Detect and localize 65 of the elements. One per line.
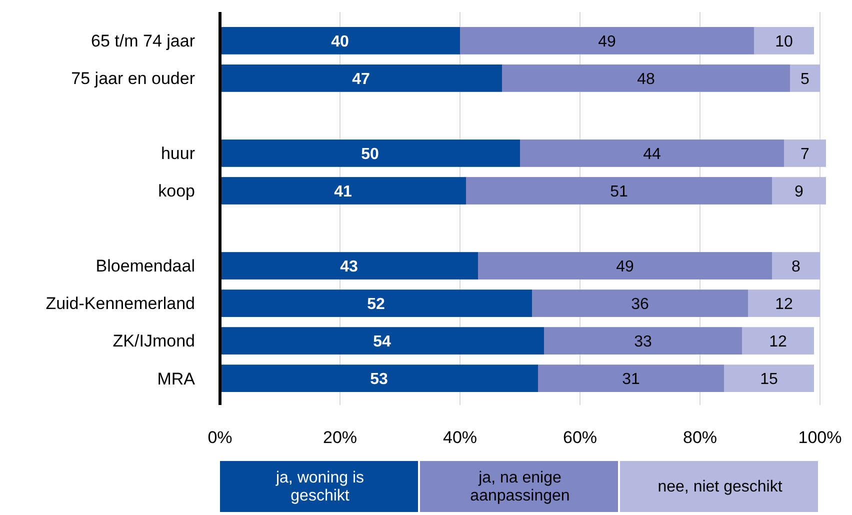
- data-label: 53: [370, 370, 388, 388]
- bar: [742, 327, 814, 354]
- y-tick-label: 65 t/m 74 jaar: [91, 32, 196, 51]
- data-label: 10: [775, 33, 793, 50]
- data-label: 8: [792, 258, 801, 276]
- data-label: 40: [331, 33, 349, 50]
- text: ja, woning is geschikt: [274, 470, 364, 505]
- y-tick-label: Bloemendaal: [96, 256, 195, 276]
- bar: [748, 290, 820, 317]
- data-label: 51: [610, 183, 628, 200]
- data-label: 31: [622, 370, 640, 388]
- bar: [520, 140, 784, 167]
- data-label: 7: [800, 146, 810, 163]
- x-tick-label: 80%: [682, 428, 718, 447]
- bar: [790, 64, 820, 92]
- bar: [466, 177, 772, 204]
- bar: [220, 290, 532, 317]
- bar: [772, 252, 820, 280]
- bar: [754, 27, 814, 54]
- text: ja, na enige aanpassingen: [470, 470, 570, 505]
- bar: [220, 364, 538, 392]
- x-tick-label: 100%: [798, 428, 842, 447]
- bar: [460, 27, 754, 54]
- data-label: 9: [794, 183, 804, 200]
- bar: [502, 64, 790, 92]
- bar: [220, 27, 460, 54]
- bar: [220, 177, 466, 204]
- data-label: 49: [616, 258, 634, 276]
- bar: [724, 364, 814, 392]
- data-label: 43: [340, 258, 358, 276]
- y-tick-label: Zuid-Kennemerland: [46, 294, 195, 314]
- bar: [544, 327, 742, 354]
- text: nee, niet geschikt: [658, 478, 783, 496]
- data-label: 44: [643, 146, 661, 163]
- bar: [220, 252, 478, 280]
- x-tick-label: 60%: [562, 428, 598, 447]
- data-label: 48: [637, 70, 655, 88]
- y-tick-label: huur: [160, 144, 196, 164]
- bar: [478, 252, 772, 280]
- data-label: 49: [598, 33, 616, 50]
- data-label: 54: [373, 333, 391, 350]
- data-label: 12: [775, 296, 793, 313]
- y-tick-label: 75 jaar en ouder: [71, 69, 196, 88]
- x-tick-label: 40%: [442, 428, 478, 447]
- data-label: 41: [334, 183, 352, 200]
- data-label: 12: [769, 333, 787, 350]
- bar: [784, 140, 826, 167]
- bar: [532, 290, 748, 317]
- data-label: 50: [361, 146, 379, 163]
- data-label: 47: [352, 70, 370, 88]
- bar: [220, 327, 544, 354]
- data-label: 36: [631, 296, 649, 313]
- data-label: 33: [634, 333, 652, 350]
- bar: [220, 140, 520, 167]
- bar: [772, 177, 826, 204]
- data-label: 52: [367, 296, 385, 313]
- y-tick-label: MRA: [157, 369, 196, 388]
- y-tick-label: koop: [158, 182, 195, 201]
- y-tick-label: ZK/IJmond: [112, 332, 195, 351]
- bar: [538, 364, 724, 392]
- data-label: 15: [760, 370, 778, 388]
- x-tick-label: 20%: [322, 428, 358, 447]
- bar: [220, 64, 502, 92]
- x-tick-label: 0%: [208, 428, 232, 447]
- data-label: 5: [800, 70, 810, 88]
